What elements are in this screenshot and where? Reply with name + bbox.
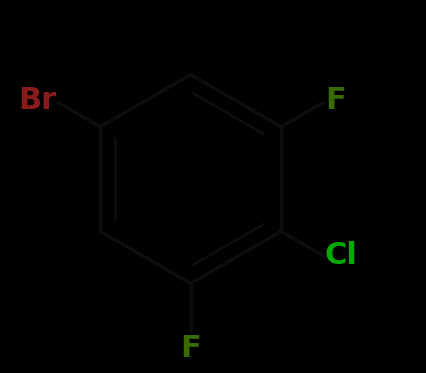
Text: Cl: Cl — [325, 241, 358, 270]
Text: Br: Br — [18, 86, 56, 115]
Text: F: F — [325, 86, 345, 115]
Text: F: F — [180, 334, 201, 363]
